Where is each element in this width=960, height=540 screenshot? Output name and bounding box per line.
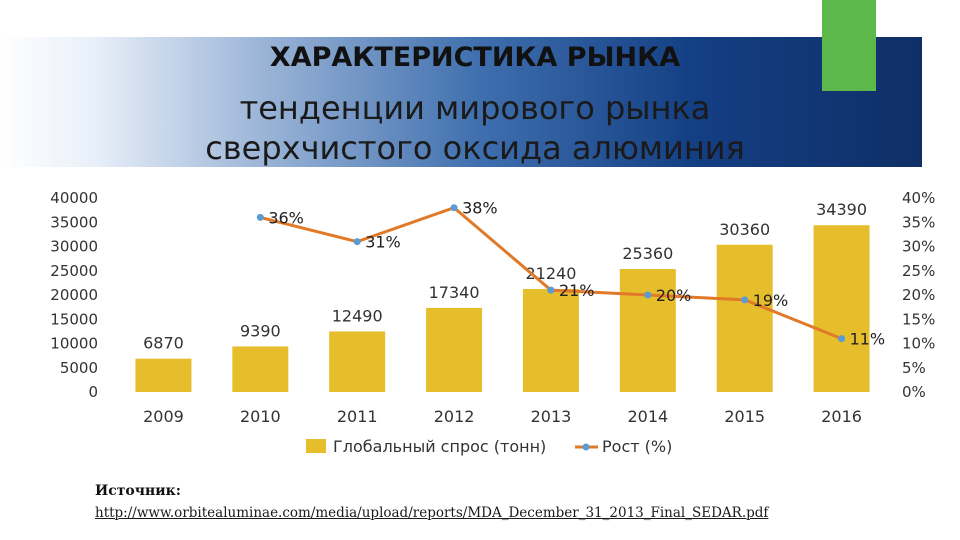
- bar-data-label: 25360: [622, 244, 673, 263]
- bar: [522, 288, 579, 392]
- legend-swatch-demand: [306, 439, 326, 453]
- x-tick-label: 2016: [821, 407, 862, 426]
- subtitle-line-1: тенденции мирового рынка: [239, 89, 711, 127]
- title-banner: [0, 37, 922, 167]
- y-left-tick-label: 20000: [50, 286, 98, 304]
- page-subtitle: тенденции мирового рынка сверхчистого ок…: [120, 88, 830, 168]
- y-right-tick-label: 30%: [902, 238, 935, 256]
- growth-point: [547, 286, 555, 294]
- growth-data-label: 36%: [268, 208, 304, 227]
- bar: [426, 307, 483, 392]
- growth-data-label: 11%: [850, 330, 886, 349]
- y-right-tick-label: 10%: [902, 335, 935, 353]
- growth-point: [256, 213, 264, 221]
- page-title: ХАРАКТЕРИСТИКА РЫНКА: [269, 42, 681, 73]
- growth-data-label: 38%: [462, 199, 498, 218]
- source-block: Источник: http://www.orbitealuminae.com/…: [95, 480, 935, 524]
- growth-data-label: 31%: [365, 233, 401, 252]
- y-left-tick-label: 15000: [50, 310, 98, 328]
- source-label: Источник:: [95, 483, 181, 499]
- growth-point: [741, 296, 749, 304]
- x-tick-label: 2011: [337, 407, 378, 426]
- bar-data-label: 6870: [143, 334, 184, 353]
- legend-marker-growth: [582, 443, 590, 451]
- growth-point: [353, 238, 361, 246]
- y-left-tick-label: 40000: [50, 189, 98, 207]
- y-right-tick-label: 5%: [902, 359, 926, 377]
- y-right-tick-label: 15%: [902, 310, 935, 328]
- x-tick-label: 2015: [724, 407, 765, 426]
- x-tick-label: 2012: [434, 407, 475, 426]
- growth-data-label: 21%: [559, 281, 595, 300]
- y-left-tick-label: 30000: [50, 238, 98, 256]
- bar-data-label: 30360: [719, 220, 770, 239]
- bar: [813, 225, 870, 392]
- y-left-tick-label: 10000: [50, 335, 98, 353]
- accent-block: [822, 0, 876, 91]
- x-tick-label: 2010: [240, 407, 281, 426]
- x-tick-label: 2014: [627, 407, 668, 426]
- y-left-tick-label: 25000: [50, 262, 98, 280]
- y-left-tick-label: 35000: [50, 213, 98, 231]
- y-left-tick-label: 0: [88, 383, 98, 401]
- growth-data-label: 19%: [753, 291, 789, 310]
- y-right-tick-label: 35%: [902, 213, 935, 231]
- y-right-tick-label: 0%: [902, 383, 926, 401]
- x-tick-label: 2013: [531, 407, 572, 426]
- bar: [232, 346, 289, 392]
- subtitle-line-2: сверхчистого оксида алюминия: [205, 129, 745, 167]
- bar-data-label: 34390: [816, 200, 867, 219]
- bar-data-label: 17340: [429, 283, 480, 302]
- growth-data-label: 20%: [656, 286, 692, 305]
- legend-label-growth: Рост (%): [602, 437, 672, 456]
- x-tick-label: 2009: [143, 407, 184, 426]
- growth-point: [838, 335, 846, 343]
- bar: [329, 331, 386, 392]
- source-link[interactable]: http://www.orbitealuminae.com/media/uplo…: [95, 505, 769, 521]
- bar: [716, 244, 773, 392]
- y-right-tick-label: 25%: [902, 262, 935, 280]
- bar: [135, 358, 192, 392]
- growth-point: [450, 204, 458, 212]
- bar-data-label: 12490: [332, 306, 383, 325]
- y-right-tick-label: 20%: [902, 286, 935, 304]
- bar: [619, 269, 676, 392]
- growth-point: [644, 291, 652, 299]
- legend-label-demand: Глобальный спрос (тонн): [333, 437, 546, 456]
- y-left-tick-label: 5000: [60, 359, 98, 377]
- bar-data-label: 9390: [240, 321, 281, 340]
- y-right-tick-label: 40%: [902, 189, 935, 207]
